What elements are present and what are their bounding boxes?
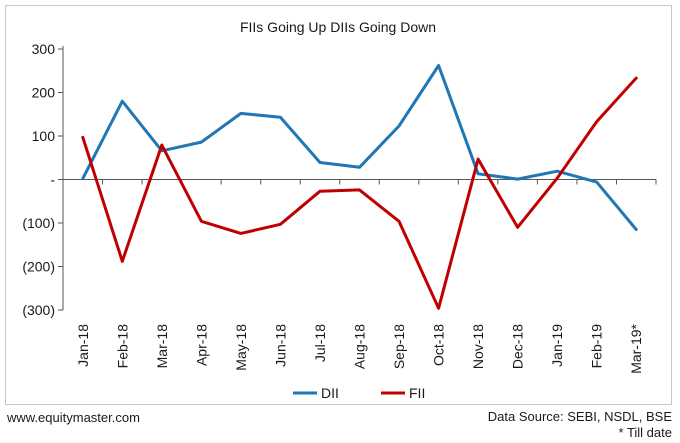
- y-tick-label: 100: [32, 128, 56, 144]
- x-tick-label: Sep-18: [391, 324, 407, 369]
- website-footer: www.equitymaster.com: [7, 410, 140, 425]
- data-source-footer: Data Source: SEBI, NSDL, BSE: [487, 409, 672, 424]
- legend-label-dii: DII: [321, 385, 339, 401]
- x-tick-label: Jan-18: [75, 324, 91, 367]
- x-axis-ticks: Jan-18 Feb-18 Mar-18 Apr-18 May-18 Jun-18 Jul-…: [62, 179, 657, 374]
- chart-frame: FIIs Going Up DIIs Going Down 300 200 100 -…: [5, 5, 672, 405]
- y-tick-label: (300): [22, 302, 55, 318]
- x-tick-label: May-18: [233, 324, 249, 371]
- footnote: * Till date: [618, 425, 672, 440]
- x-tick-label: Mar-19*: [628, 323, 644, 373]
- x-tick-label: Aug-18: [352, 324, 368, 369]
- y-tick-label: (200): [22, 259, 55, 275]
- y-tick-label: 200: [32, 85, 56, 101]
- y-tick-label: (100): [22, 215, 55, 231]
- x-tick-label: Feb-19: [589, 324, 605, 369]
- x-tick-label: Jul-18: [312, 324, 328, 362]
- legend-label-fii: FII: [409, 385, 425, 401]
- y-tick-label: 300: [32, 41, 56, 57]
- y-tick-label: -: [50, 172, 55, 188]
- y-axis-ticks: 300 200 100 - (100) (200) (300): [22, 41, 63, 318]
- chart-title: FIIs Going Up DIIs Going Down: [240, 19, 436, 35]
- chart-legend: DII FII: [293, 385, 425, 401]
- x-tick-label: Jan-19: [549, 324, 565, 367]
- series-line-fii: [81, 76, 638, 310]
- x-tick-label: Jun-18: [272, 324, 288, 367]
- x-tick-label: Apr-18: [193, 324, 209, 366]
- x-tick-label: Nov-18: [470, 324, 486, 369]
- x-tick-label: Feb-18: [114, 324, 130, 369]
- line-chart: FIIs Going Up DIIs Going Down 300 200 100 -…: [22, 19, 657, 401]
- chart-series: [81, 64, 638, 310]
- x-tick-label: Oct-18: [431, 324, 447, 366]
- x-tick-label: Mar-18: [154, 324, 170, 369]
- x-tick-label: Dec-18: [510, 324, 526, 369]
- series-line-dii: [81, 64, 638, 231]
